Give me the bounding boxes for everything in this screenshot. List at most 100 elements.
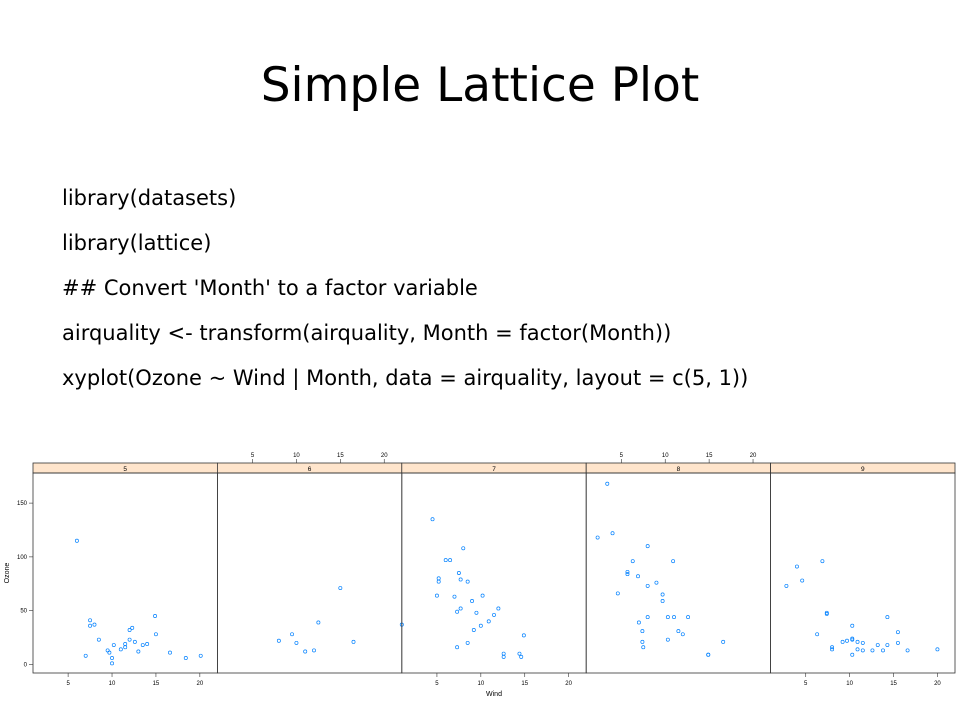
data-point (455, 645, 460, 650)
data-point (452, 594, 457, 599)
x-tick-label: 15 (521, 681, 528, 687)
data-point (875, 643, 880, 647)
code-line: xyplot(Ozone ~ Wind | Month, data = airq… (62, 366, 749, 390)
code-line: library(lattice) (62, 231, 212, 255)
data-point (140, 643, 145, 647)
code-line: library(datasets) (62, 186, 237, 210)
data-point (615, 591, 620, 596)
data-point (127, 637, 132, 642)
data-point (636, 620, 641, 625)
x-tick-label: 15 (890, 681, 897, 687)
x-tick-label: 5 (620, 453, 624, 459)
code-line: ## Convert 'Month' to a factor variable (62, 276, 478, 300)
data-point (654, 580, 659, 585)
data-point (595, 535, 600, 540)
data-point (706, 652, 711, 657)
x-tick-label: 20 (196, 681, 203, 687)
data-point (640, 639, 645, 644)
panel-strip-label: 5 (123, 466, 127, 473)
data-point (830, 645, 835, 650)
data-point (517, 651, 522, 656)
x-tick-label: 5 (251, 453, 255, 459)
data-point (470, 599, 474, 603)
data-point (850, 636, 855, 641)
data-point (461, 546, 466, 551)
x-tick-label: 10 (477, 681, 484, 687)
data-point (127, 628, 132, 632)
data-point (820, 559, 825, 564)
data-point (885, 643, 890, 647)
data-point (486, 619, 491, 624)
data-point (123, 642, 128, 646)
code-line: airquality <- transform(airquality, Mont… (62, 321, 672, 345)
data-point (860, 648, 865, 653)
data-point (480, 593, 485, 598)
y-tick-label: 50 (20, 609, 27, 615)
data-point (456, 571, 461, 575)
data-point (436, 579, 441, 584)
data-point (145, 642, 150, 646)
slide-title: Simple Lattice Plot (260, 58, 700, 113)
data-point (430, 517, 435, 522)
data-point (118, 647, 123, 652)
data-point (855, 647, 860, 652)
data-point (96, 637, 101, 642)
data-point (610, 531, 615, 536)
data-point (521, 633, 526, 638)
data-point (436, 576, 441, 581)
data-point (794, 564, 799, 569)
data-point (850, 623, 855, 628)
data-point (840, 639, 845, 644)
data-point (885, 615, 890, 620)
data-point (800, 578, 805, 583)
data-point (671, 559, 676, 564)
x-tick-label: 15 (337, 453, 344, 459)
data-point (625, 572, 630, 577)
data-point (105, 648, 110, 653)
data-point (895, 630, 900, 635)
data-point (458, 577, 463, 582)
data-point (645, 583, 650, 588)
data-point (83, 653, 88, 658)
panel-frame (401, 472, 587, 674)
data-point (660, 599, 665, 603)
data-point (303, 649, 308, 654)
x-tick-label: 15 (153, 681, 160, 687)
data-point (496, 606, 501, 611)
data-point (680, 632, 685, 637)
data-point (830, 647, 835, 652)
data-point (935, 647, 940, 652)
data-point (316, 620, 321, 625)
data-point (660, 592, 665, 597)
data-point (88, 618, 93, 623)
data-point (845, 638, 849, 643)
x-tick-label: 5 (435, 681, 439, 687)
data-point (645, 615, 650, 620)
data-point (645, 544, 650, 549)
data-point (471, 628, 476, 632)
data-point (501, 651, 506, 656)
y-tick-label: 100 (17, 555, 28, 561)
panel-frame (32, 472, 218, 674)
x-axis-label: Wind (486, 691, 502, 698)
panel-strip-label: 9 (861, 466, 865, 473)
panel-strip-label: 8 (677, 466, 681, 473)
data-point (92, 622, 97, 627)
data-point (850, 652, 855, 657)
data-point (672, 615, 676, 620)
data-point (351, 639, 356, 644)
y-tick-label: 150 (17, 501, 28, 507)
data-point (824, 610, 829, 615)
data-point (474, 610, 479, 615)
data-point (338, 586, 343, 591)
x-tick-label: 15 (706, 453, 713, 459)
data-point (443, 558, 448, 563)
data-point (636, 574, 640, 579)
data-point (676, 629, 681, 634)
data-point (665, 615, 670, 620)
x-tick-label: 5 (66, 681, 70, 687)
lattice-plot: 5 5 10 15 20 6 5 10 15 20 7 5 10 15 20 8 5 10 15 20 9 5 10 15 20… (4, 453, 956, 698)
x-tick-label: 20 (381, 453, 388, 459)
x-tick-label: 20 (934, 681, 941, 687)
data-point (74, 538, 79, 543)
